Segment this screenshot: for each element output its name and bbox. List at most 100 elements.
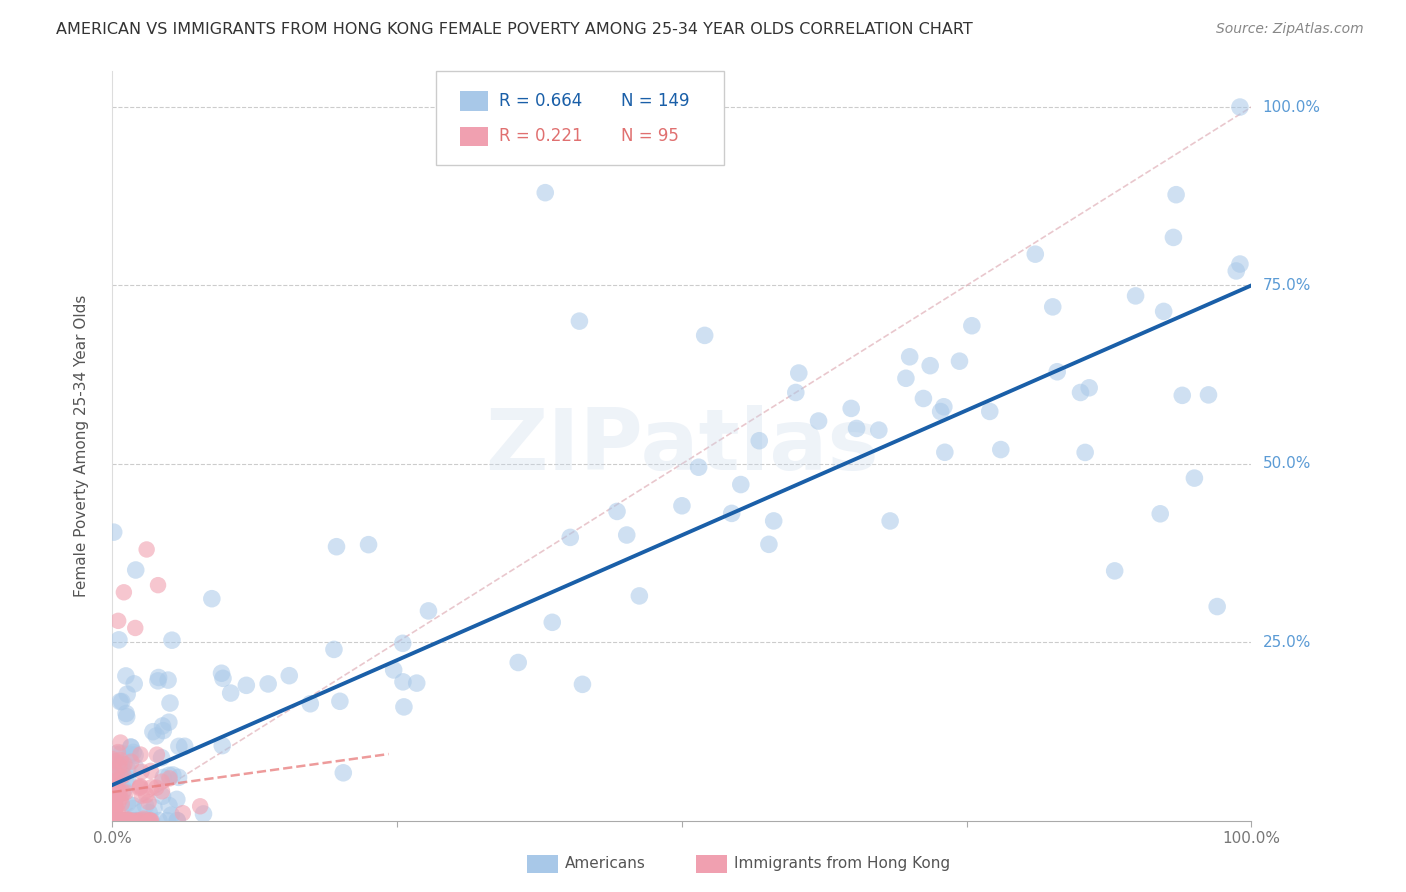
Point [111,814,134,828]
Point [107,804,129,818]
Point [159,772,181,786]
Point [110,753,132,767]
Point [110,756,132,771]
Point [150,750,173,764]
Point [879,514,901,528]
Point [325,540,347,554]
Point [157,715,180,730]
Point [785,385,807,400]
Text: Immigrants from Hong Kong: Immigrants from Hong Kong [734,856,950,871]
Point [117,763,139,777]
Text: R = 0.221: R = 0.221 [499,128,582,145]
Point [392,674,415,689]
Point [120,755,142,769]
Point [960,318,983,333]
Point [124,748,146,763]
Point [104,808,127,822]
Point [807,414,830,428]
Point [101,814,124,828]
Point [120,814,142,828]
Point [990,442,1012,457]
Point [108,814,131,828]
Text: 25.0%: 25.0% [1263,635,1310,649]
Point [671,499,693,513]
Point [568,314,591,328]
Point [101,808,124,822]
Point [117,814,139,828]
Point [107,814,129,828]
Point [157,768,180,782]
Point [693,328,716,343]
Point [107,788,129,802]
Point [139,814,162,828]
Point [120,740,142,755]
Point [146,673,169,688]
Point [299,697,322,711]
Point [120,739,142,754]
Point [112,814,135,828]
Point [112,585,135,599]
Point [1184,471,1206,485]
Point [157,798,180,813]
Point [159,696,181,710]
Point [101,814,124,828]
Point [211,666,233,681]
Point [323,642,346,657]
Text: ZIPatlas: ZIPatlas [485,404,879,488]
Point [110,770,132,784]
Point [948,354,970,368]
Point [114,814,136,828]
Point [139,764,162,778]
Point [142,724,165,739]
Point [103,814,125,828]
Point [134,814,156,828]
Point [124,621,146,635]
Point [1069,385,1091,400]
Point [135,788,157,802]
Point [1149,507,1171,521]
Point [212,671,235,685]
Point [160,633,183,648]
Point [1171,388,1194,402]
Point [720,507,742,521]
Point [1229,100,1251,114]
Point [138,795,160,809]
Point [201,591,224,606]
Point [152,723,174,738]
Point [105,814,128,828]
Point [156,814,179,828]
Point [108,814,131,828]
Point [868,423,890,437]
Point [787,366,810,380]
Point [138,805,160,820]
Point [932,400,955,414]
Point [103,787,125,801]
Point [107,814,129,828]
Point [117,814,139,828]
Point [845,421,868,435]
Point [152,771,174,785]
Point [104,802,127,816]
Point [107,745,129,759]
Point [112,786,135,800]
Point [139,814,162,828]
Point [115,812,138,826]
Point [1198,388,1220,402]
Point [101,768,124,782]
Text: 75.0%: 75.0% [1263,278,1310,293]
Text: 100.0%: 100.0% [1263,100,1320,114]
Point [148,671,170,685]
Point [979,404,1001,418]
Point [105,814,128,828]
Point [329,694,352,708]
Point [111,766,134,780]
Point [112,782,135,797]
Point [128,780,150,795]
Point [107,814,129,828]
Point [332,765,354,780]
Point [920,359,942,373]
Point [145,780,167,795]
Point [110,814,132,828]
Point [104,799,127,814]
Point [912,392,935,406]
